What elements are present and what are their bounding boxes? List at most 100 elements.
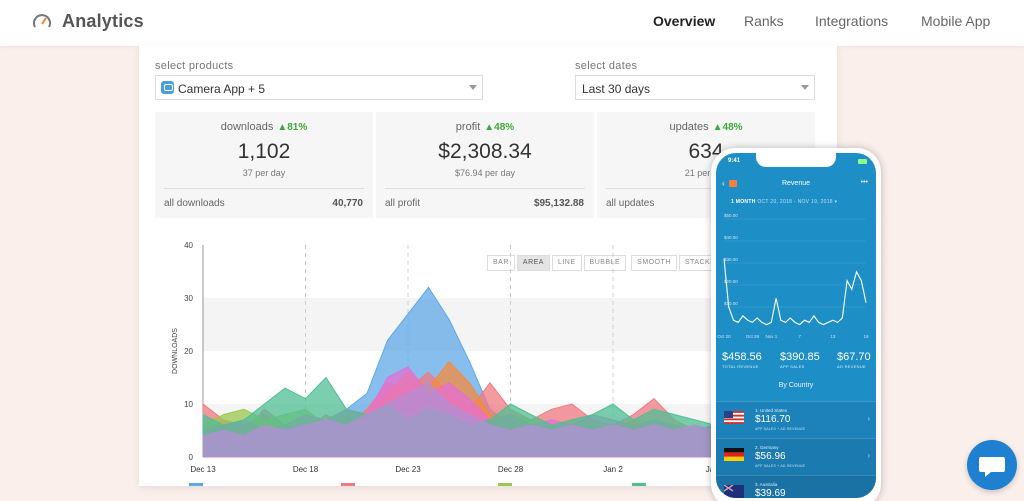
- country-sublabel: APP SALES + AD REVENUE: [755, 464, 806, 468]
- phone-x-tick: Oct 29: [746, 334, 760, 339]
- chart-mode-bar-button[interactable]: BAR: [487, 255, 515, 271]
- phone-x-tick: 7: [798, 334, 801, 339]
- phone-x-tick: Nov 1: [765, 334, 777, 339]
- country-row[interactable]: 2. Germany $56.96 APP SALES + AD REVENUE…: [716, 438, 876, 475]
- nav-overview[interactable]: Overview: [653, 13, 716, 29]
- stat-title: profit: [455, 121, 481, 133]
- nav-mobile-app[interactable]: Mobile App: [921, 13, 991, 29]
- chat-bubble-icon: [979, 457, 1005, 477]
- metric-ad-revenue: $67.70 AD REVENUE: [837, 351, 871, 369]
- top-navigation-bar: Analytics Overview Ranks Integrations Mo…: [0, 0, 1024, 46]
- legend-swatch[interactable]: [189, 483, 203, 486]
- stat-title: updates: [669, 121, 709, 133]
- x-tick-label: Jan 2: [603, 465, 623, 474]
- stat-per-day: 37 per day: [242, 168, 286, 178]
- country-row[interactable]: 3. Australia $39.69: [716, 475, 876, 498]
- dates-select-value: Last 30 days: [582, 82, 651, 96]
- chart-mode-bubble-button[interactable]: BUBBLE: [583, 255, 627, 271]
- y-tick-label: 0: [189, 453, 194, 462]
- legend-swatch[interactable]: [341, 483, 355, 486]
- country-value: $116.70: [755, 414, 791, 425]
- stat-footer-value: $95,132.88: [533, 198, 584, 209]
- products-label: select products: [155, 60, 234, 72]
- phone-y-tick: $10.00: [724, 301, 738, 306]
- more-icon[interactable]: •••: [860, 179, 868, 186]
- back-chevron-icon[interactable]: ‹: [722, 179, 725, 188]
- phone-x-tick: 13: [830, 334, 836, 339]
- stat-value: 1,102: [237, 140, 291, 163]
- country-name: 2. Germany: [755, 445, 779, 450]
- legend-swatch[interactable]: [632, 483, 646, 486]
- country-name: 3. Australia: [755, 482, 778, 487]
- y-tick-label: 10: [184, 400, 193, 409]
- phone-y-tick: $30.00: [724, 257, 738, 262]
- chevron-right-icon: ›: [867, 414, 870, 423]
- phone-revenue-chart: $50.00 $40.00 $30.00 $20.00 $10.00 Oct 20 Oct …: [717, 213, 869, 339]
- chart-mode-smooth-button[interactable]: SMOOTH: [631, 255, 677, 271]
- phone-notch: [756, 153, 836, 167]
- phone-time: 9:41: [728, 158, 741, 164]
- metric-total-revenue: $458.56 TOTAL REVENUE: [722, 351, 762, 369]
- stat-footer-label: all profit: [385, 198, 421, 209]
- grid-band: [203, 298, 736, 351]
- divider: [606, 188, 806, 189]
- stat-per-day: $76.94 per day: [454, 168, 516, 178]
- stat-downloads: downloads ▲81% 1,102 37 per day all downl…: [155, 112, 373, 218]
- nav-ranks[interactable]: Ranks: [744, 13, 784, 29]
- chart-mode-area-button[interactable]: AREA: [516, 255, 550, 271]
- x-tick-label: Dec 18: [293, 465, 319, 474]
- phone-screen: 9:41 ‹ Revenue ••• 1 MONTH OCT 20, 2018 …: [716, 153, 876, 498]
- app-home-icon[interactable]: [729, 180, 737, 187]
- y-tick-label: 30: [184, 294, 193, 303]
- country-row[interactable]: 1. United States $116.70 APP SALES + AD …: [716, 401, 876, 438]
- chat-button[interactable]: [967, 440, 1017, 490]
- legend-swatch[interactable]: [498, 483, 512, 486]
- stat-footer-value: 40,770: [332, 198, 363, 209]
- battery-icon: [858, 159, 867, 164]
- phone-date-range[interactable]: 1 MONTH OCT 20, 2018 - NOV 19, 2018 ▾: [731, 199, 838, 205]
- stat-change: ▲48%: [484, 122, 515, 133]
- country-value: $39.69: [755, 488, 786, 498]
- series-area-6: [202, 382, 737, 458]
- stat-value: $2,308.34: [438, 140, 532, 163]
- camera-app-icon: [161, 81, 174, 94]
- stat-footer-label: all updates: [606, 198, 655, 209]
- chart-mode-line-button[interactable]: LINE: [551, 255, 582, 271]
- x-tick-label: Dec 13: [190, 465, 216, 474]
- chevron-down-icon: [469, 85, 477, 90]
- chevron-down-icon: [801, 85, 809, 90]
- y-tick-label: 20: [184, 347, 193, 356]
- stat-change: ▲48%: [712, 122, 743, 133]
- phone-x-tick: 19: [863, 334, 869, 339]
- country-sublabel: APP SALES + AD REVENUE: [755, 427, 806, 431]
- stat-profit: profit ▲48% $2,308.34 $76.94 per day all …: [376, 112, 594, 218]
- y-tick-label: 40: [184, 241, 193, 250]
- downloads-area-chart: 0 10 20 30 40 DOWNLOADS Dec 13 Dec 18 Dec 23 Dec …: [172, 241, 737, 474]
- germany-flag-icon: [724, 448, 744, 461]
- products-select-value: Camera App + 5: [178, 82, 266, 96]
- by-country-heading: By Country: [778, 382, 814, 389]
- phone-y-tick: $50.00: [724, 213, 738, 218]
- metric-app-sales: $390.85 APP SALES: [780, 351, 820, 369]
- stat-footer-label: all downloads: [164, 198, 225, 209]
- stat-change: ▲81%: [277, 122, 308, 133]
- phone-title: Revenue: [781, 180, 811, 187]
- x-tick-label: Dec 23: [395, 465, 421, 474]
- speedometer-logo-icon: [33, 14, 51, 28]
- phone-y-tick: $40.00: [724, 235, 738, 240]
- us-flag-icon: [724, 411, 744, 424]
- divider: [164, 188, 364, 189]
- stat-title: downloads: [220, 121, 274, 133]
- app-title[interactable]: Analytics: [62, 11, 144, 31]
- nav-integrations[interactable]: Integrations: [815, 13, 889, 29]
- products-select[interactable]: Camera App + 5: [155, 75, 483, 100]
- stat-per-day: 21 per day: [684, 168, 728, 178]
- country-name: 1. United States: [755, 408, 788, 413]
- australia-flag-icon: [724, 485, 744, 498]
- phone-revenue-line: [723, 258, 867, 326]
- phone-x-tick: Oct 20: [717, 334, 731, 339]
- x-tick-label: Dec 28: [498, 465, 524, 474]
- divider: [385, 188, 585, 189]
- chevron-right-icon: ›: [867, 451, 870, 460]
- dates-select[interactable]: Last 30 days: [575, 75, 815, 100]
